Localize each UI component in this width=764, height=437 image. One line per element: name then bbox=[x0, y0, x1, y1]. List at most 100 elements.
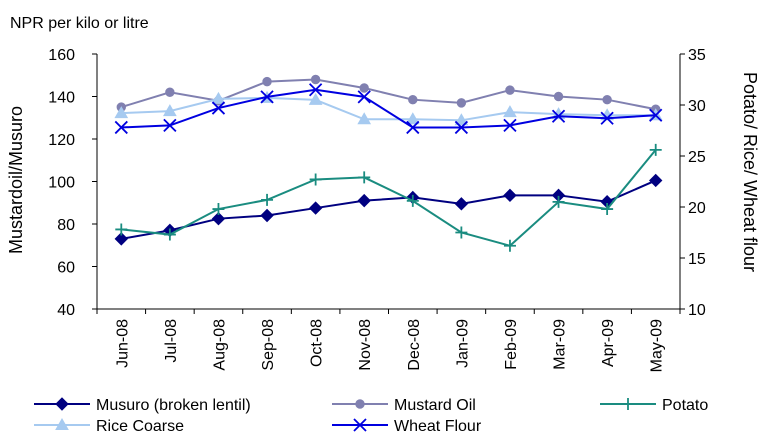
data-point-marker bbox=[163, 118, 177, 133]
x-tick-label: Feb-09 bbox=[503, 319, 520, 370]
x-tick-label: Jan-09 bbox=[454, 319, 471, 368]
data-point-marker bbox=[358, 171, 371, 184]
series-line bbox=[121, 149, 657, 247]
data-point-marker bbox=[408, 94, 418, 105]
data-point-marker bbox=[165, 87, 175, 97]
y-right-tick-label: 30 bbox=[688, 98, 706, 115]
legend-item: Potato bbox=[600, 397, 708, 414]
data-point-marker bbox=[163, 228, 176, 241]
data-point-marker bbox=[355, 399, 365, 409]
series-wheat-flour bbox=[114, 83, 663, 135]
x-tick-label: Oct-08 bbox=[309, 319, 326, 367]
legend-label: Musuro (broken lentil) bbox=[96, 397, 251, 414]
data-point-marker bbox=[503, 105, 517, 118]
legend-item: Mustard Oil bbox=[332, 397, 476, 414]
y-left-tick-label: 140 bbox=[48, 90, 75, 107]
data-point-marker bbox=[405, 112, 420, 125]
y-left-tick-label: 100 bbox=[48, 175, 75, 192]
y-left-tick-label: 120 bbox=[48, 132, 75, 149]
legend-label: Potato bbox=[662, 397, 708, 414]
x-tick-label: Jul-08 bbox=[163, 319, 180, 363]
data-point-marker bbox=[357, 90, 371, 104]
series-line bbox=[121, 179, 657, 240]
x-tick-label: Nov-08 bbox=[357, 319, 374, 371]
legend: Musuro (broken lentil) Mustard Oil Potato R… bbox=[34, 397, 708, 435]
data-point-marker bbox=[114, 232, 128, 246]
x-tick-label: Mar-09 bbox=[552, 319, 569, 370]
data-point-marker bbox=[55, 417, 69, 430]
series-lines bbox=[114, 74, 663, 252]
data-point-marker bbox=[260, 90, 274, 104]
data-point-marker bbox=[359, 83, 369, 93]
x-tick-label: Jun-08 bbox=[114, 319, 131, 368]
data-point-marker bbox=[353, 418, 367, 432]
series-line bbox=[121, 88, 656, 129]
data-point-marker bbox=[260, 208, 274, 223]
data-point-marker bbox=[262, 76, 272, 87]
data-point-marker bbox=[115, 223, 128, 236]
data-point-marker bbox=[211, 211, 226, 226]
data-point-marker bbox=[649, 173, 663, 188]
data-point-marker bbox=[114, 120, 128, 135]
y-left-tick-label: 160 bbox=[48, 47, 75, 64]
series-potato bbox=[115, 143, 662, 252]
legend-item: Rice Coarse bbox=[34, 417, 184, 435]
x-tick-label: Dec-08 bbox=[406, 319, 423, 371]
data-point-marker bbox=[212, 203, 225, 216]
data-point-marker bbox=[308, 201, 323, 215]
data-point-marker bbox=[602, 94, 612, 105]
axes: 40 60 80 100 120 140 160 10 15 20 25 30 35 Jun-08 Jul-… bbox=[48, 47, 706, 372]
y-right-tick-label: 20 bbox=[688, 200, 706, 217]
y-axis-left-label: Mustardoil/Musuro bbox=[6, 106, 26, 254]
data-point-marker bbox=[261, 193, 274, 206]
legend-label: Rice Coarse bbox=[96, 418, 184, 432]
data-point-marker bbox=[114, 106, 129, 119]
data-point-marker bbox=[308, 83, 323, 97]
data-point-marker bbox=[553, 91, 564, 102]
y-right-tick-label: 25 bbox=[688, 149, 706, 166]
y-axis-right-label: Potato/ Rice/ Wheat flour bbox=[740, 72, 760, 272]
x-tick-label: Apr-09 bbox=[600, 319, 617, 367]
data-point-marker bbox=[357, 112, 372, 125]
unit-note: NPR per kilo or litre bbox=[10, 15, 149, 32]
data-point-marker bbox=[503, 239, 516, 252]
series-line bbox=[121, 96, 656, 122]
y-right-tick-label: 35 bbox=[688, 47, 706, 64]
legend-item: Wheat Flour bbox=[332, 418, 482, 435]
data-point-marker bbox=[505, 85, 515, 95]
data-point-marker bbox=[503, 118, 517, 133]
data-point-marker bbox=[211, 91, 226, 104]
data-point-marker bbox=[649, 108, 663, 122]
data-point-marker bbox=[163, 104, 177, 117]
y-right-tick-label: 10 bbox=[688, 302, 706, 319]
x-tick-label: May-09 bbox=[649, 319, 666, 372]
data-point-marker bbox=[649, 143, 662, 156]
data-point-marker bbox=[308, 92, 323, 105]
data-point-marker bbox=[552, 195, 565, 208]
data-point-marker bbox=[456, 98, 467, 108]
data-point-marker bbox=[600, 111, 614, 125]
data-point-marker bbox=[309, 173, 322, 186]
data-point-marker bbox=[455, 226, 468, 239]
y-left-tick-label: 40 bbox=[57, 302, 75, 319]
data-point-marker bbox=[622, 398, 634, 410]
data-point-marker bbox=[601, 203, 614, 216]
data-point-marker bbox=[503, 188, 517, 203]
data-point-marker bbox=[211, 101, 226, 115]
legend-item: Musuro (broken lentil) bbox=[34, 397, 251, 414]
x-tick-label: Aug-08 bbox=[211, 319, 228, 371]
x-tick-label: Sep-08 bbox=[260, 319, 277, 371]
legend-label: Mustard Oil bbox=[394, 397, 476, 414]
series-musuro-broken-lentil bbox=[114, 173, 663, 246]
data-point-marker bbox=[454, 120, 469, 135]
series-mustard-oil bbox=[116, 74, 661, 114]
data-point-marker bbox=[406, 120, 420, 135]
y-left-tick-label: 80 bbox=[57, 217, 75, 234]
y-right-tick-label: 15 bbox=[688, 251, 706, 268]
legend-label: Wheat Flour bbox=[394, 418, 482, 432]
data-point-marker bbox=[406, 194, 419, 207]
data-point-marker bbox=[551, 109, 566, 123]
data-point-marker bbox=[55, 397, 69, 411]
